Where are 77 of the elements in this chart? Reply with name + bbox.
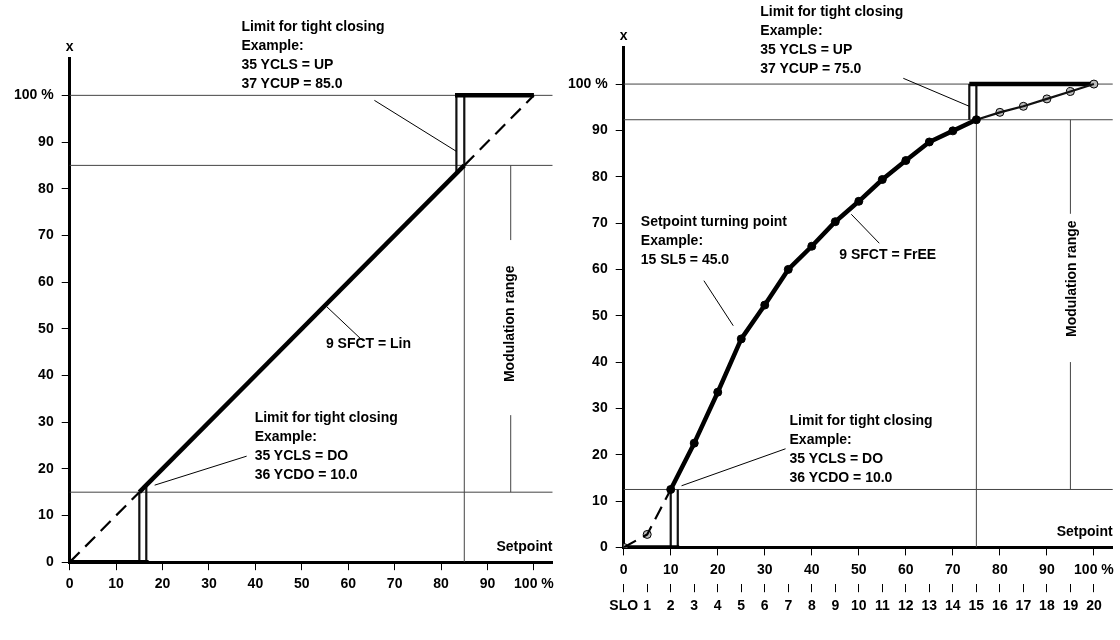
x-tick-label: 50 — [851, 560, 867, 577]
x-tick-label: 90 — [479, 575, 496, 592]
annotation: Limit for tight closing Example: 35 YCLS = UP 37 YCUP = 75.0 — [760, 3, 904, 77]
x-tick-label: 30 — [201, 575, 217, 592]
y-tick-label: 70 — [38, 226, 54, 243]
y-tick-label: 60 — [592, 260, 608, 277]
y-tick-label: 0 — [599, 538, 608, 555]
x2-tick-label: 12 — [898, 597, 914, 614]
x-tick-label: 0 — [65, 575, 74, 592]
x2-tick-label: 1 — [643, 597, 652, 614]
x-tick-label: 50 — [294, 575, 310, 592]
x2-tick-label: 7 — [784, 597, 793, 614]
x-tick-label: 40 — [804, 560, 820, 577]
y-tick-label: 100 % — [13, 86, 55, 103]
x2-tick-label: 18 — [1039, 597, 1055, 614]
x-tick-label: 90 — [1039, 560, 1055, 577]
x-tick-label: 20 — [709, 560, 726, 577]
x2-tick-label: 19 — [1062, 597, 1079, 614]
y-tick-label: 90 — [592, 121, 608, 138]
y-tick-label: 70 — [592, 213, 608, 230]
x2-tick-label: 4 — [713, 597, 722, 614]
y-tick-label: 20 — [592, 445, 608, 462]
y-tick-label: 40 — [38, 366, 54, 383]
annotation: 9 SFCT = FrEE — [839, 246, 937, 263]
y-tick-label: 20 — [38, 459, 54, 476]
x2-tick-label: 5 — [737, 597, 746, 614]
x2-tick-label: 20 — [1086, 597, 1102, 614]
x2-tick-label: 6 — [760, 597, 769, 614]
x-tick-label: 20 — [154, 575, 171, 592]
x2-tick-label: 9 — [831, 597, 840, 614]
annotation: Limit for tight closing Example: 35 YCLS = DO 36 YCDO = 10.0 — [254, 409, 398, 483]
y-tick-label: 50 — [38, 319, 54, 336]
x-axis-title: Setpoint — [1056, 523, 1114, 540]
x2-tick-label: SLO — [609, 597, 639, 614]
x-axis-title: Setpoint — [496, 538, 553, 555]
annotation: Setpoint turning point Example: 15 SL5 = 45.0 — [640, 213, 788, 268]
x-tick-label: 10 — [662, 560, 679, 577]
x2-tick-label: 16 — [992, 597, 1008, 614]
annotation: Modulation range — [500, 265, 517, 383]
x-tick-label: 10 — [108, 575, 125, 592]
x2-tick-label: 15 — [968, 597, 985, 614]
x2-tick-label: 2 — [666, 597, 675, 614]
x2-tick-label: 11 — [874, 597, 890, 614]
x-tick-label: 100 % — [514, 575, 555, 592]
x-tick-label: 80 — [992, 560, 1008, 577]
annotation: Limit for tight closing Example: 35 YCLS = DO 36 YCDO = 10.0 — [789, 411, 933, 485]
y-tick-label: 60 — [38, 272, 54, 289]
y-axis-title: x — [65, 37, 74, 54]
x-tick-label: 70 — [945, 560, 961, 577]
y-axis-title: x — [619, 26, 628, 43]
x2-tick-label: 10 — [851, 597, 867, 614]
x-tick-label: 70 — [386, 575, 403, 592]
y-tick-label: 30 — [38, 413, 54, 429]
y-tick-label: 100 % — [567, 74, 609, 91]
y-tick-label: 10 — [592, 491, 608, 508]
x-tick-label: 60 — [898, 560, 914, 577]
y-tick-label: 30 — [592, 399, 608, 416]
x2-tick-label: 3 — [690, 597, 699, 614]
x2-tick-label: 17 — [1015, 597, 1032, 614]
x-tick-label: 80 — [433, 575, 450, 592]
y-tick-label: 90 — [38, 132, 54, 149]
x-tick-label: 0 — [619, 560, 628, 577]
x2-tick-label: 14 — [945, 597, 961, 614]
x-tick-label: 40 — [247, 575, 264, 592]
annotation: Modulation range — [1062, 220, 1079, 338]
x2-tick-label: 8 — [807, 597, 816, 614]
annotation: Limit for tight closing Example: 35 YCLS = UP 37 YCUP = 85.0 — [241, 18, 385, 92]
y-tick-label: 40 — [592, 352, 608, 369]
y-tick-label: 10 — [38, 506, 54, 523]
y-tick-label: 80 — [592, 167, 608, 184]
x-tick-label: 30 — [756, 560, 773, 577]
y-tick-label: 50 — [592, 306, 608, 323]
annotation: 9 SFCT = Lin — [325, 334, 412, 351]
x2-tick-label: 13 — [921, 597, 938, 614]
y-tick-label: 80 — [38, 179, 54, 196]
x-tick-label: 100 % — [1074, 560, 1115, 577]
x-tick-label: 60 — [340, 575, 357, 592]
